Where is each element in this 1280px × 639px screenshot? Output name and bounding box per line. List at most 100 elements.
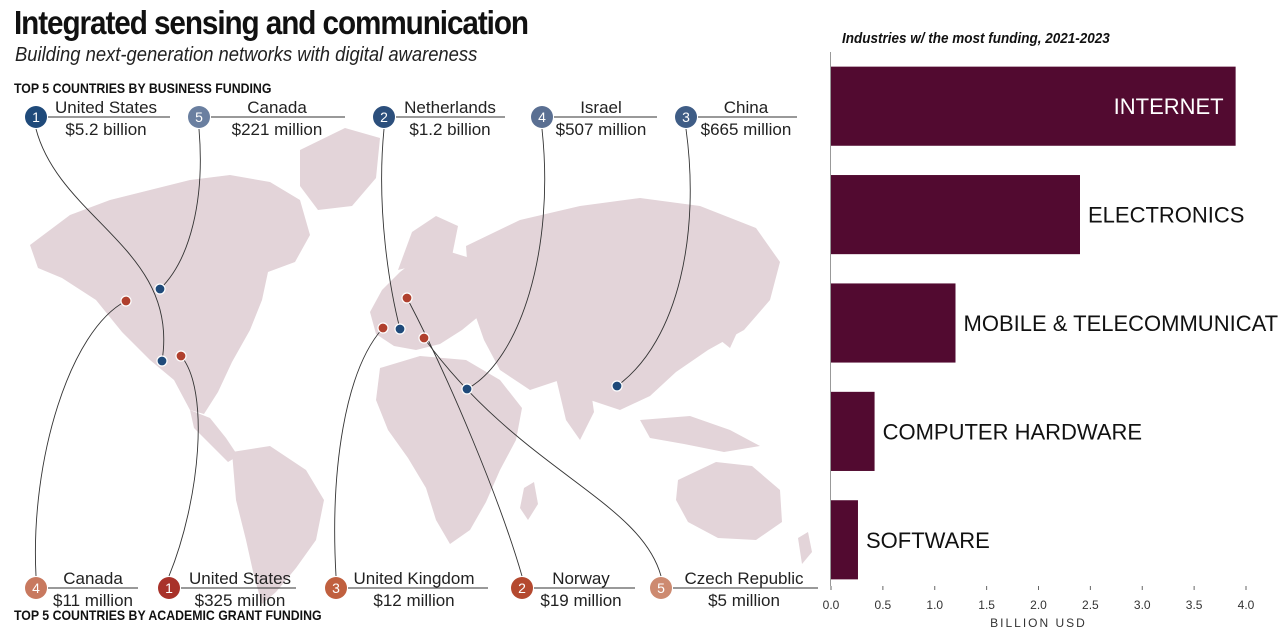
academic-connector	[168, 355, 199, 577]
business-country-name: Canada	[247, 98, 307, 117]
academic-connector	[334, 327, 384, 577]
x-tick-label: 3.5	[1186, 598, 1203, 612]
academic-rank-number: 5	[657, 580, 665, 596]
bar-electronics	[831, 175, 1080, 255]
map-central-america	[190, 410, 238, 462]
bar-label: INTERNET	[1114, 94, 1224, 119]
business-connector	[466, 128, 546, 390]
business-location-dot	[461, 383, 473, 395]
academic-country-name: United Kingdom	[354, 569, 475, 588]
academic-country-name: Canada	[63, 569, 123, 588]
academic-rank-badge	[650, 577, 672, 599]
map-se-asia	[640, 416, 760, 452]
academic-rank-number: 3	[332, 580, 340, 596]
bar-label: ELECTRONICS	[1088, 203, 1244, 228]
map-north-america	[30, 175, 310, 414]
x-tick-label: 1.5	[978, 598, 995, 612]
business-connector	[616, 128, 691, 387]
business-rank-badge	[675, 106, 697, 128]
bar-internet	[831, 66, 1236, 146]
x-tick-label: 1.0	[926, 598, 943, 612]
academic-funding-amount: $19 million	[540, 591, 621, 610]
x-tick-label: 3.0	[1134, 598, 1151, 612]
bar-mobile-telecommunications	[831, 283, 956, 363]
map-scandinavia	[398, 216, 458, 270]
country-callouts: 1 United States $5.2 billion 5 Canada $221 mi…	[25, 98, 818, 610]
map-japan	[720, 306, 740, 348]
business-rank-number: 5	[195, 109, 203, 125]
academic-rank-badge	[511, 577, 533, 599]
x-tick-label: 0.5	[875, 598, 892, 612]
academic-funding-label: TOP 5 COUNTRIES BY ACADEMIC GRANT FUNDIN…	[14, 607, 322, 623]
academic-country-name: Czech Republic	[684, 569, 804, 588]
x-tick-label: 4.0	[1238, 598, 1255, 612]
industry-bar-chart: INTERNET ELECTRONICS MOBILE & TELECOMMUNIC…	[823, 52, 1280, 630]
chart-title: Industries w/ the most funding, 2021-202…	[842, 30, 1110, 47]
academic-location-dot	[401, 292, 413, 304]
business-location-dot	[394, 323, 406, 335]
business-country-name: China	[724, 98, 769, 117]
business-rank-number: 1	[32, 109, 40, 125]
academic-rank-number: 4	[32, 580, 40, 596]
business-funding-amount: $665 million	[701, 120, 792, 139]
business-rank-badge	[188, 106, 210, 128]
map-india	[556, 378, 594, 440]
bar-label: COMPUTER HARDWARE	[883, 419, 1143, 444]
academic-funding-amount: $12 million	[373, 591, 454, 610]
map-australia	[676, 462, 782, 540]
academic-rank-badge	[325, 577, 347, 599]
academic-rank-number: 2	[518, 580, 526, 596]
business-location-dot	[154, 283, 166, 295]
business-funding-label: TOP 5 COUNTRIES BY BUSINESS FUNDING	[14, 80, 272, 96]
bar-label: SOFTWARE	[866, 528, 990, 553]
academic-location-dot	[377, 322, 389, 334]
academic-location-dot	[418, 332, 430, 344]
page-title: Integrated sensing and communication	[14, 4, 529, 41]
page-subtitle: Building next-generation networks with d…	[15, 44, 478, 66]
academic-connector	[34, 300, 127, 577]
map-madagascar	[520, 482, 538, 520]
x-axis-title: BILLION USD	[990, 616, 1087, 630]
bar-software	[831, 500, 858, 580]
business-country-name: Netherlands	[404, 98, 496, 117]
academic-rank-badge	[25, 577, 47, 599]
business-country-name: United States	[55, 98, 157, 117]
business-connector	[35, 128, 165, 362]
bar-label: MOBILE & TELECOMMUNICATIONS	[964, 311, 1280, 336]
business-country-name: Israel	[580, 98, 622, 117]
academic-location-dot	[120, 295, 132, 307]
academic-funding-amount: $5 million	[708, 591, 780, 610]
business-rank-badge	[373, 106, 395, 128]
map-africa	[376, 356, 522, 544]
world-map	[30, 128, 812, 604]
academic-rank-badge	[158, 577, 180, 599]
bar-computer-hardware	[831, 391, 875, 471]
academic-connector	[406, 297, 523, 577]
business-location-dot	[156, 355, 168, 367]
academic-rank-number: 1	[165, 580, 173, 596]
business-connector	[381, 128, 401, 330]
map-south-america	[232, 446, 324, 604]
business-funding-amount: $5.2 billion	[65, 120, 146, 139]
business-rank-badge	[531, 106, 553, 128]
location-dots	[120, 283, 623, 395]
map-new-zealand	[798, 532, 812, 564]
academic-funding-amount: $325 million	[195, 591, 286, 610]
academic-location-dot	[175, 350, 187, 362]
business-rank-number: 3	[682, 109, 690, 125]
business-rank-number: 2	[380, 109, 388, 125]
x-tick-label: 2.5	[1082, 598, 1099, 612]
business-location-dot	[611, 380, 623, 392]
x-tick-label: 2.0	[1030, 598, 1047, 612]
map-asia	[466, 198, 780, 410]
x-tick-label: 0.0	[823, 598, 840, 612]
business-rank-number: 4	[538, 109, 546, 125]
academic-country-name: Norway	[552, 569, 610, 588]
map-greenland	[300, 128, 380, 210]
academic-funding-amount: $11 million	[53, 591, 133, 610]
academic-country-name: United States	[189, 569, 291, 588]
business-funding-amount: $507 million	[556, 120, 647, 139]
business-rank-badge	[25, 106, 47, 128]
business-funding-amount: $1.2 billion	[409, 120, 490, 139]
